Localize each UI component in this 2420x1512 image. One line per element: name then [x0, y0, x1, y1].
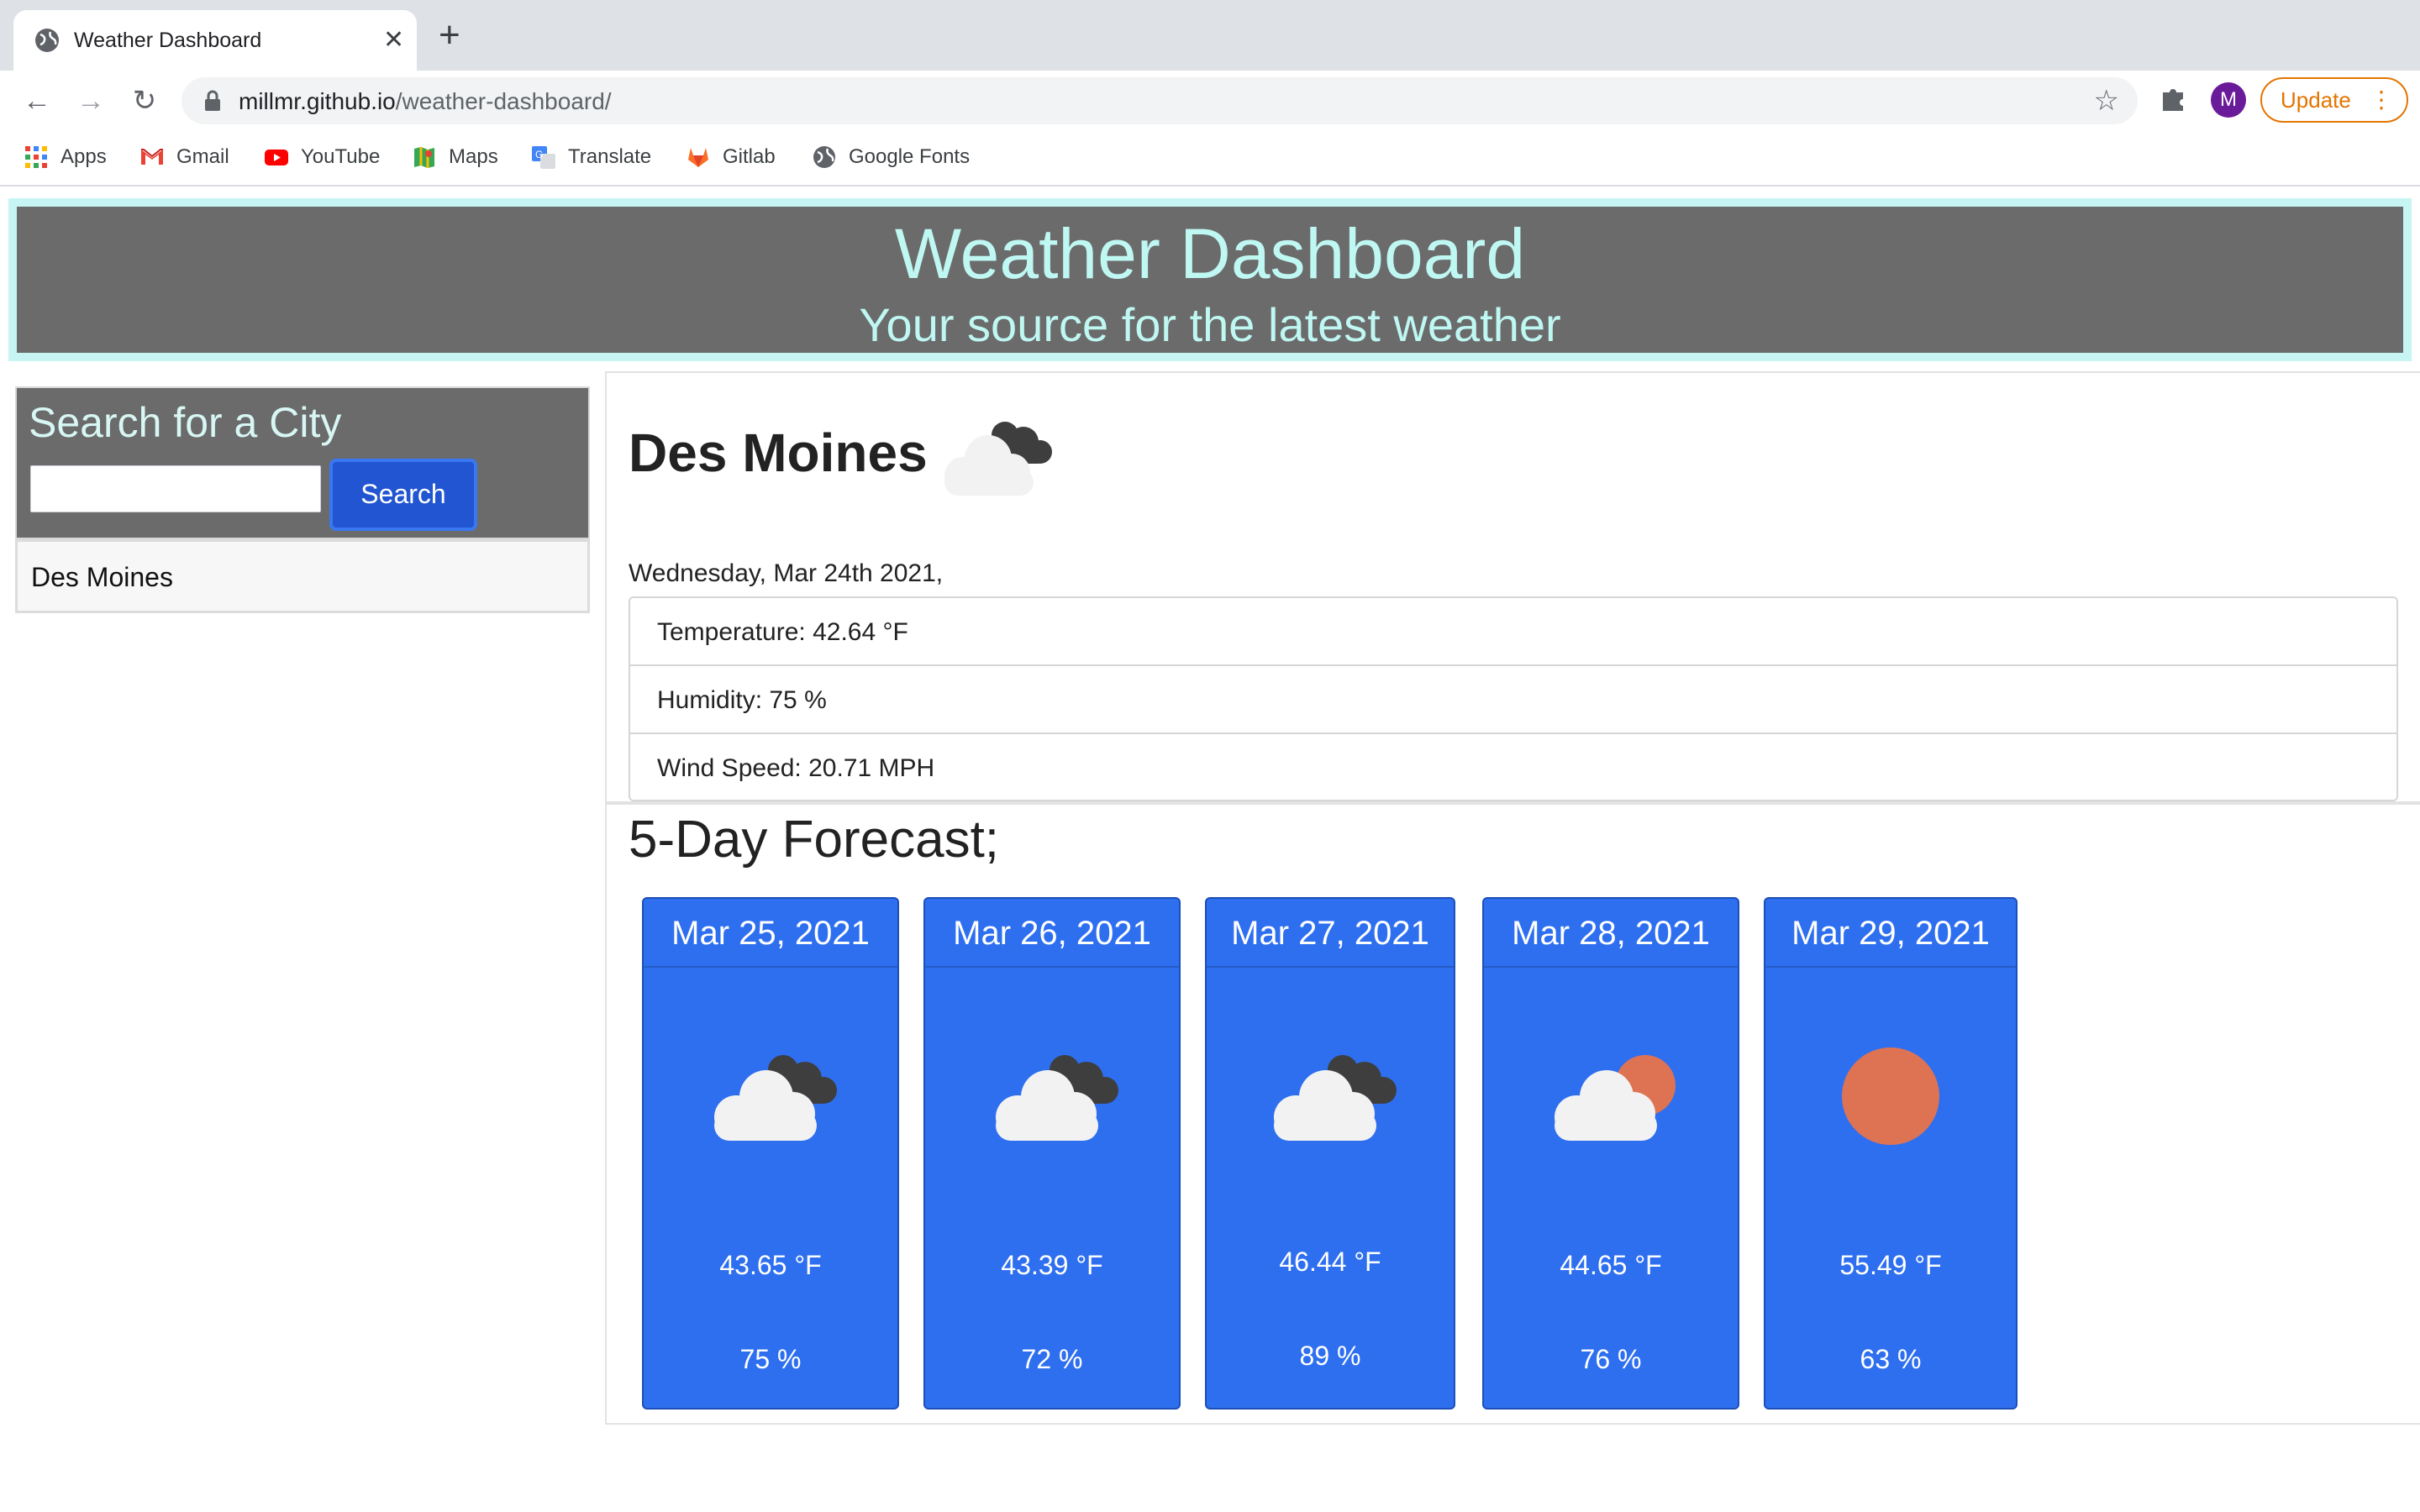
bookmark-apps[interactable]: Apps [24, 143, 107, 171]
browser-tab[interactable]: Weather Dashboard ✕ [13, 10, 417, 71]
forward-arrow-icon[interactable]: → [76, 85, 105, 117]
forecast-humidity: 89 % [1299, 1341, 1361, 1371]
clouds-icon [1274, 1055, 1397, 1141]
search-panel-title: Search for a City [29, 399, 342, 446]
forecast-date: Mar 28, 2021 [1484, 899, 1738, 968]
profile-avatar[interactable]: M [2211, 82, 2246, 118]
bookmark-label: Gitlab [723, 145, 776, 168]
browser-toolbar: ← → ↻ millmr.github.io/weather-dashboard… [0, 71, 2420, 131]
url-host: millmr.github.io [239, 88, 396, 114]
forecast-humidity: 72 % [1021, 1344, 1083, 1374]
forecast-temperature: 43.39 °F [1001, 1250, 1103, 1280]
extensions-puzzle-icon[interactable] [2156, 81, 2190, 114]
bookmark-translate[interactable]: G Translate [531, 143, 651, 171]
search-history-list: Des Moines [15, 539, 590, 613]
forecast-card: Mar 29, 2021 55.49 °F 63 % [1764, 897, 2018, 1410]
translate-icon: G [532, 146, 555, 169]
bookmark-gitlab[interactable]: Gitlab [686, 143, 776, 171]
forecast-temperature: 43.65 °F [719, 1250, 822, 1280]
forecast-temperature: 44.65 °F [1560, 1250, 1662, 1280]
clouds-icon [996, 1055, 1118, 1141]
gmail-icon [141, 149, 163, 165]
current-date: Wednesday, Mar 24th 2021, [629, 559, 944, 587]
bookmark-gmail[interactable]: Gmail [139, 143, 229, 171]
globe-icon [35, 29, 59, 52]
clouds-icon [944, 422, 1052, 496]
gitlab-icon [688, 148, 708, 167]
tab-title: Weather Dashboard [74, 29, 262, 52]
bookmark-label: Apps [60, 145, 107, 168]
address-bar[interactable]: millmr.github.io/weather-dashboard/ ☆ [182, 77, 2138, 124]
new-tab-button[interactable]: + [439, 14, 460, 55]
update-button[interactable]: Update ⋮ [2260, 77, 2408, 123]
url-text: millmr.github.io/weather-dashboard/ [239, 88, 612, 115]
page-header: Weather Dashboard Your source for the la… [8, 198, 2412, 361]
current-weather-panel: Des Moines Wednesday, Mar 24th 2021, Tem… [605, 371, 2420, 803]
bookmark-label: Translate [568, 145, 652, 168]
bookmark-label: YouTube [301, 145, 381, 168]
forecast-temperature: 46.44 °F [1279, 1247, 1381, 1277]
forecast-humidity: 75 % [739, 1344, 802, 1374]
tab-strip: Weather Dashboard ✕ + [0, 0, 2420, 71]
menu-dots-icon: ⋮ [2370, 87, 2393, 113]
search-panel: Search for a City Search [15, 386, 590, 539]
youtube-icon [265, 150, 288, 165]
forecast-card: Mar 25, 2021 43.65 °F 75 % [642, 897, 899, 1410]
back-arrow-icon[interactable]: ← [23, 85, 51, 117]
lock-icon [205, 90, 220, 111]
history-item-des-moines[interactable]: Des Moines [31, 562, 173, 592]
forecast-card: Mar 27, 2021 46.44 °F 89 % [1205, 897, 1455, 1410]
update-label: Update [2281, 87, 2351, 113]
svg-text:G: G [535, 149, 543, 160]
forecast-card: Mar 28, 2021 44.65 °F 76 % [1482, 897, 1739, 1410]
maps-icon [414, 147, 434, 168]
bookmark-maps[interactable]: Maps [412, 143, 498, 171]
forecast-date: Mar 25, 2021 [644, 899, 897, 968]
search-button[interactable]: Search [329, 459, 477, 531]
forecast-date: Mar 26, 2021 [925, 899, 1179, 968]
bookmark-youtube[interactable]: YouTube [264, 143, 380, 171]
bookmark-google-fonts[interactable]: Google Fonts [812, 143, 970, 171]
page-subtitle: Your source for the latest weather [859, 298, 1561, 351]
apps-grid-icon [25, 146, 47, 168]
forecast-panel: 5-Day Forecast; Mar 25, 2021 43.65 °F 75… [605, 803, 2420, 1425]
bookmarks-bar: Apps Gmail YouTube Maps [0, 136, 2420, 178]
forecast-humidity: 76 % [1580, 1344, 1642, 1374]
current-city-name: Des Moines [629, 423, 928, 483]
globe-icon [813, 146, 835, 168]
close-tab-icon[interactable]: ✕ [383, 26, 405, 54]
wind-speed-stat: Wind Speed: 20.71 MPH [657, 754, 935, 782]
page-title: Weather Dashboard [894, 214, 1526, 293]
bookmark-label: Maps [449, 145, 498, 168]
temperature-stat: Temperature: 42.64 °F [630, 598, 2396, 666]
browser-chrome: Weather Dashboard ✕ + ← → ↻ millmr.githu… [0, 0, 2420, 186]
forecast-card: Mar 26, 2021 43.39 °F 72 % [923, 897, 1181, 1410]
reload-icon[interactable]: ↻ [132, 85, 157, 117]
forecast-humidity: 63 % [1860, 1344, 1922, 1374]
clouds-icon [714, 1055, 837, 1141]
forecast-date: Mar 27, 2021 [1207, 899, 1454, 968]
sun-icon [1842, 1047, 1939, 1145]
forecast-temperature: 55.49 °F [1839, 1250, 1942, 1280]
humidity-stat: Humidity: 75 % [630, 666, 2396, 734]
forecast-title: 5-Day Forecast; [629, 811, 1000, 869]
bookmark-star-icon[interactable]: ☆ [2093, 85, 2119, 117]
city-search-input[interactable] [30, 465, 321, 512]
bookmark-label: Gmail [176, 145, 229, 168]
partly-cloudy-icon [1555, 1055, 1676, 1141]
bookmark-label: Google Fonts [849, 145, 971, 168]
current-stats-list: Temperature: 42.64 °F Humidity: 75 % Win… [629, 596, 2398, 801]
forecast-date: Mar 29, 2021 [1765, 899, 2016, 968]
url-path: /weather-dashboard/ [395, 88, 612, 114]
